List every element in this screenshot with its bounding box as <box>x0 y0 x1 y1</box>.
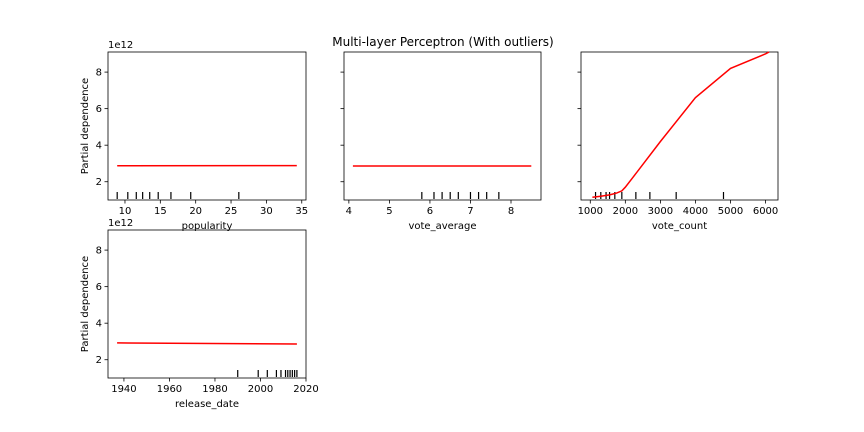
y-tick-label: 4 <box>96 319 102 330</box>
x-tick-label: 15 <box>154 206 167 217</box>
x-tick-label: 4000 <box>683 206 708 217</box>
x-tick-label: 7 <box>467 206 473 217</box>
x-tick-label: 1980 <box>202 384 227 395</box>
x-tick-label: 1940 <box>111 384 136 395</box>
y-tick-label: 6 <box>96 104 102 115</box>
x-axis-label: vote_count <box>652 221 707 232</box>
x-tick-label: 4 <box>346 206 352 217</box>
y-tick-label: 8 <box>96 246 102 257</box>
x-tick-label: 8 <box>508 206 514 217</box>
x-tick-label: 10 <box>119 206 132 217</box>
x-tick-label: 25 <box>225 206 238 217</box>
y-tick-label: 6 <box>96 282 102 293</box>
partial-dependence-line <box>117 342 297 345</box>
x-tick-label: 1960 <box>157 384 182 395</box>
x-tick-label: 2000 <box>613 206 638 217</box>
y-axis-label: Partial dependence <box>80 78 91 174</box>
y-tick-label: 8 <box>96 68 102 79</box>
x-tick-label: 6 <box>427 206 433 217</box>
subplot-2: 4 5 6 7 8 vote_average <box>340 51 542 232</box>
figure-title: Multi-layer Perceptron (With outliers) <box>332 35 554 49</box>
x-tick-label: 6000 <box>753 206 778 217</box>
y-tick-label: 2 <box>96 177 102 188</box>
x-tick-label: 1000 <box>578 206 603 217</box>
x-tick-label: 30 <box>260 206 273 217</box>
axes-frame <box>580 51 779 201</box>
x-tick-label: 2020 <box>293 384 318 395</box>
x-tick-label: 5 <box>386 206 392 217</box>
y-axis-label: Partial dependence <box>80 256 91 352</box>
y-tick-label: 2 <box>96 355 102 366</box>
axes-frame <box>343 51 542 201</box>
x-tick-label: 35 <box>295 206 308 217</box>
x-axis-label: release_date <box>175 399 239 410</box>
subplot-3: 1000 2000 3000 4000 5000 6000 vote_count <box>577 51 779 232</box>
x-axis-label: popularity <box>182 221 233 232</box>
subplot-4: 1940 1960 1980 2000 2020 2 4 6 8 release_date Part… <box>80 218 319 410</box>
y-tick-label: 4 <box>96 141 102 152</box>
subplot-1: 10 15 20 25 30 35 2 4 6 8 popularity Partial depend… <box>80 40 308 232</box>
x-tick-label: 3000 <box>648 206 673 217</box>
x-tick-label: 20 <box>189 206 202 217</box>
y-offset-label: 1e12 <box>108 218 133 229</box>
x-tick-label: 5000 <box>718 206 743 217</box>
y-offset-label: 1e12 <box>108 40 133 51</box>
x-tick-label: 2000 <box>248 384 273 395</box>
partial-dependence-line <box>592 51 770 199</box>
x-axis-label: vote_average <box>408 221 476 232</box>
axes-frame <box>107 51 307 201</box>
axes-frame <box>107 229 307 379</box>
